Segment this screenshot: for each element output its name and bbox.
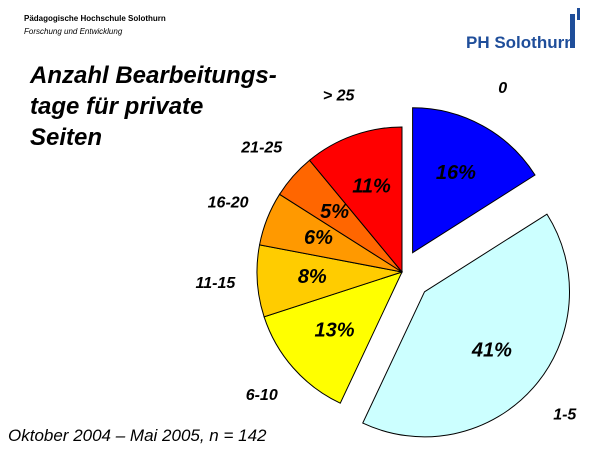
footnote: Oktober 2004 – Mai 2005, n = 142 xyxy=(8,426,267,445)
category-label: 16-20 xyxy=(208,194,249,211)
value-label: 16% xyxy=(436,162,476,184)
pie-slice xyxy=(308,126,403,274)
logo-bar xyxy=(577,8,580,20)
category-label: 11-15 xyxy=(196,275,237,292)
pie-slice xyxy=(263,271,403,404)
institution: Pädagogische Hochschule Solothurn xyxy=(24,14,166,23)
value-label: 41% xyxy=(471,340,512,362)
category-label: 21-25 xyxy=(240,140,283,157)
category-label: 0 xyxy=(498,80,507,97)
logo-text: PH Solothurn xyxy=(466,33,575,52)
pie-slice xyxy=(362,213,570,438)
value-label: 6% xyxy=(304,227,333,249)
category-label: 1-5 xyxy=(553,407,577,424)
value-label: 5% xyxy=(320,201,349,223)
chart-title: Anzahl Bearbeitungs- tage für private Se… xyxy=(30,62,277,151)
value-label: 11% xyxy=(352,176,391,198)
value-label: 8% xyxy=(298,266,327,288)
logo-bar xyxy=(570,14,575,48)
category-label: 6-10 xyxy=(246,387,278,404)
category-label: > 25 xyxy=(323,87,356,104)
department: Forschung und Entwicklung xyxy=(24,27,123,36)
value-label: 13% xyxy=(315,320,355,342)
pie-slice xyxy=(412,107,536,254)
